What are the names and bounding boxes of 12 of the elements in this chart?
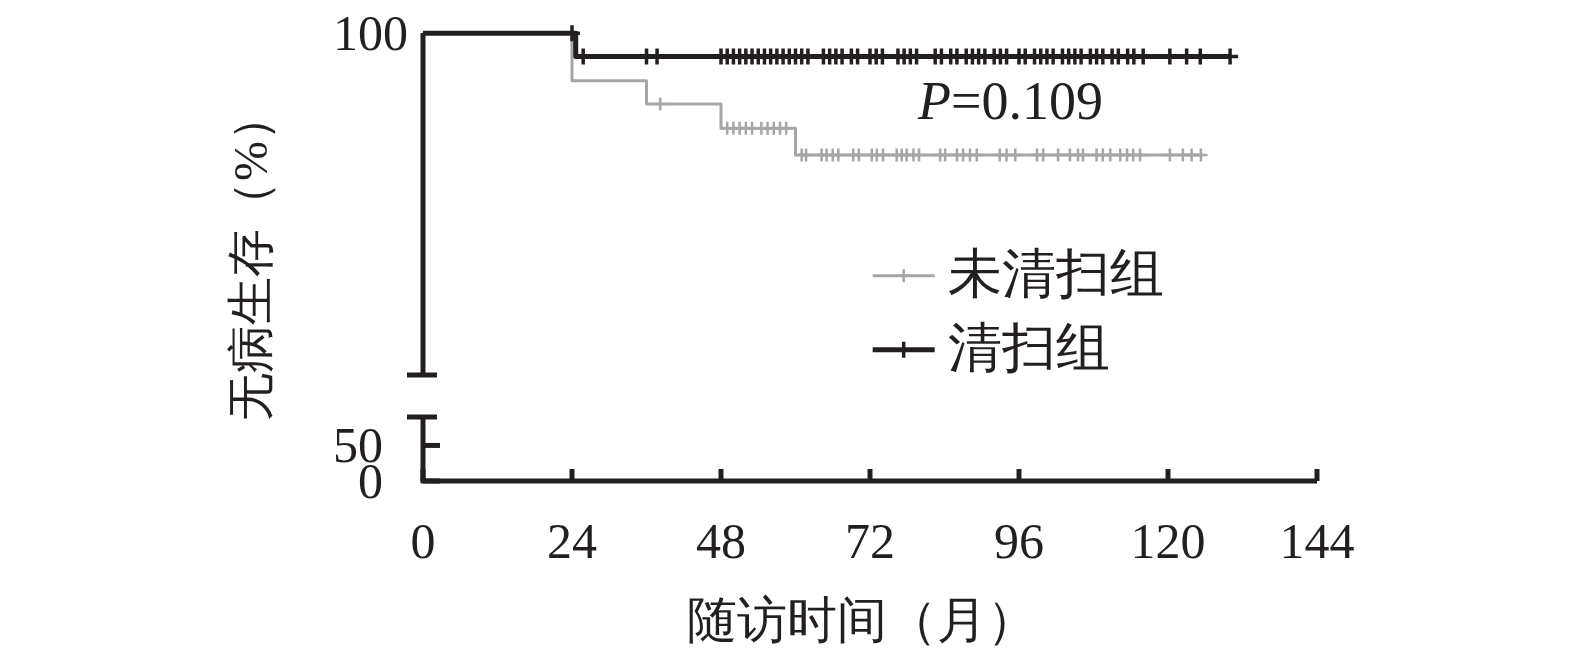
- legend-label: 未清扫组: [947, 243, 1164, 304]
- annotation: P=0.109: [917, 71, 1103, 132]
- x-tick-label: 120: [1130, 513, 1206, 569]
- x-tick-label: 48: [696, 513, 746, 569]
- x-tick-label: 0: [410, 513, 436, 569]
- x-tick-label: 144: [1279, 513, 1355, 569]
- x-tick-label: 96: [994, 513, 1044, 569]
- y-axis-title: 无病生存（%）: [223, 93, 277, 421]
- x-tick-label: 72: [845, 513, 895, 569]
- text: 100: [333, 5, 408, 61]
- legend-label: 清扫组: [947, 317, 1110, 378]
- x-tick-label: 24: [547, 513, 597, 569]
